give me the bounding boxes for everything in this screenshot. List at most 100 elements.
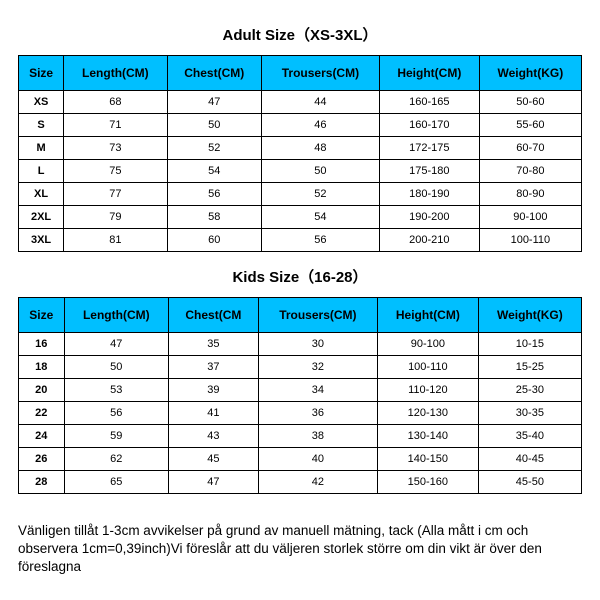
table-cell: 10-15 [478, 333, 581, 356]
table-cell: 3XL [19, 229, 64, 252]
col-weight: Weight(KG) [478, 298, 581, 333]
col-chest: Chest(CM) [167, 56, 261, 91]
table-cell: 40-45 [478, 448, 581, 471]
table-cell: 47 [169, 471, 259, 494]
col-length: Length(CM) [64, 298, 168, 333]
table-cell: 50-60 [479, 91, 581, 114]
kids-size-title: Kids Size（16-28） [18, 252, 582, 297]
table-cell: 160-165 [379, 91, 479, 114]
col-size: Size [19, 56, 64, 91]
table-header-row: Size Length(CM) Chest(CM Trousers(CM) He… [19, 298, 582, 333]
table-cell: 81 [64, 229, 167, 252]
table-row: 22564136120-13030-35 [19, 402, 582, 425]
col-trousers: Trousers(CM) [258, 298, 377, 333]
table-cell: 175-180 [379, 160, 479, 183]
measurement-note: Vänligen tillåt 1-3cm avvikelser på grun… [18, 522, 582, 577]
table-cell: 47 [64, 333, 168, 356]
table-cell: 75 [64, 160, 167, 183]
table-cell: 41 [169, 402, 259, 425]
table-cell: 54 [261, 206, 379, 229]
table-row: 3XL816056200-210100-110 [19, 229, 582, 252]
table-cell: XL [19, 183, 64, 206]
table-cell: 90-100 [479, 206, 581, 229]
table-cell: 56 [261, 229, 379, 252]
table-cell: 140-150 [377, 448, 478, 471]
table-row: 1647353090-10010-15 [19, 333, 582, 356]
col-trousers: Trousers(CM) [261, 56, 379, 91]
table-cell: M [19, 137, 64, 160]
col-height: Height(CM) [379, 56, 479, 91]
table-cell: 160-170 [379, 114, 479, 137]
table-cell: 48 [261, 137, 379, 160]
table-row: S715046160-17055-60 [19, 114, 582, 137]
table-cell: 150-160 [377, 471, 478, 494]
table-cell: 62 [64, 448, 168, 471]
table-cell: 25-30 [478, 379, 581, 402]
table-cell: 20 [19, 379, 65, 402]
table-row: XS684744160-16550-60 [19, 91, 582, 114]
table-row: 26624540140-15040-45 [19, 448, 582, 471]
table-cell: 50 [261, 160, 379, 183]
table-cell: 80-90 [479, 183, 581, 206]
table-cell: 100-110 [377, 356, 478, 379]
table-cell: 55-60 [479, 114, 581, 137]
table-cell: 30-35 [478, 402, 581, 425]
table-cell: 37 [169, 356, 259, 379]
table-cell: 190-200 [379, 206, 479, 229]
table-cell: 34 [258, 379, 377, 402]
col-height: Height(CM) [377, 298, 478, 333]
table-cell: 79 [64, 206, 167, 229]
table-cell: 90-100 [377, 333, 478, 356]
table-cell: 52 [261, 183, 379, 206]
table-cell: 73 [64, 137, 167, 160]
table-cell: 70-80 [479, 160, 581, 183]
table-cell: 28 [19, 471, 65, 494]
table-cell: 43 [169, 425, 259, 448]
col-chest: Chest(CM [169, 298, 259, 333]
table-cell: 50 [64, 356, 168, 379]
table-row: M735248172-17560-70 [19, 137, 582, 160]
table-cell: 71 [64, 114, 167, 137]
col-weight: Weight(KG) [479, 56, 581, 91]
table-cell: 110-120 [377, 379, 478, 402]
table-cell: 24 [19, 425, 65, 448]
table-cell: 180-190 [379, 183, 479, 206]
table-cell: 172-175 [379, 137, 479, 160]
table-cell: 56 [64, 402, 168, 425]
table-cell: 44 [261, 91, 379, 114]
table-cell: 100-110 [479, 229, 581, 252]
kids-table-body: 1647353090-10010-1518503732100-11015-252… [19, 333, 582, 494]
table-cell: 32 [258, 356, 377, 379]
table-cell: 46 [261, 114, 379, 137]
table-cell: 22 [19, 402, 65, 425]
table-cell: 26 [19, 448, 65, 471]
table-row: 20533934110-12025-30 [19, 379, 582, 402]
table-row: 2XL795854190-20090-100 [19, 206, 582, 229]
table-cell: 68 [64, 91, 167, 114]
col-size: Size [19, 298, 65, 333]
table-cell: 200-210 [379, 229, 479, 252]
table-cell: 42 [258, 471, 377, 494]
table-cell: 40 [258, 448, 377, 471]
table-cell: 35-40 [478, 425, 581, 448]
table-cell: 35 [169, 333, 259, 356]
table-cell: L [19, 160, 64, 183]
col-length: Length(CM) [64, 56, 167, 91]
table-cell: 56 [167, 183, 261, 206]
table-cell: 54 [167, 160, 261, 183]
table-cell: 45 [169, 448, 259, 471]
table-cell: 16 [19, 333, 65, 356]
table-cell: 47 [167, 91, 261, 114]
table-cell: S [19, 114, 64, 137]
table-cell: 58 [167, 206, 261, 229]
table-cell: 52 [167, 137, 261, 160]
adult-size-title: Adult Size（XS-3XL） [18, 10, 582, 55]
table-cell: 53 [64, 379, 168, 402]
table-cell: XS [19, 91, 64, 114]
table-cell: 39 [169, 379, 259, 402]
table-cell: 130-140 [377, 425, 478, 448]
table-cell: 120-130 [377, 402, 478, 425]
adult-size-table: Size Length(CM) Chest(CM) Trousers(CM) H… [18, 55, 582, 252]
table-cell: 15-25 [478, 356, 581, 379]
table-row: XL775652180-19080-90 [19, 183, 582, 206]
